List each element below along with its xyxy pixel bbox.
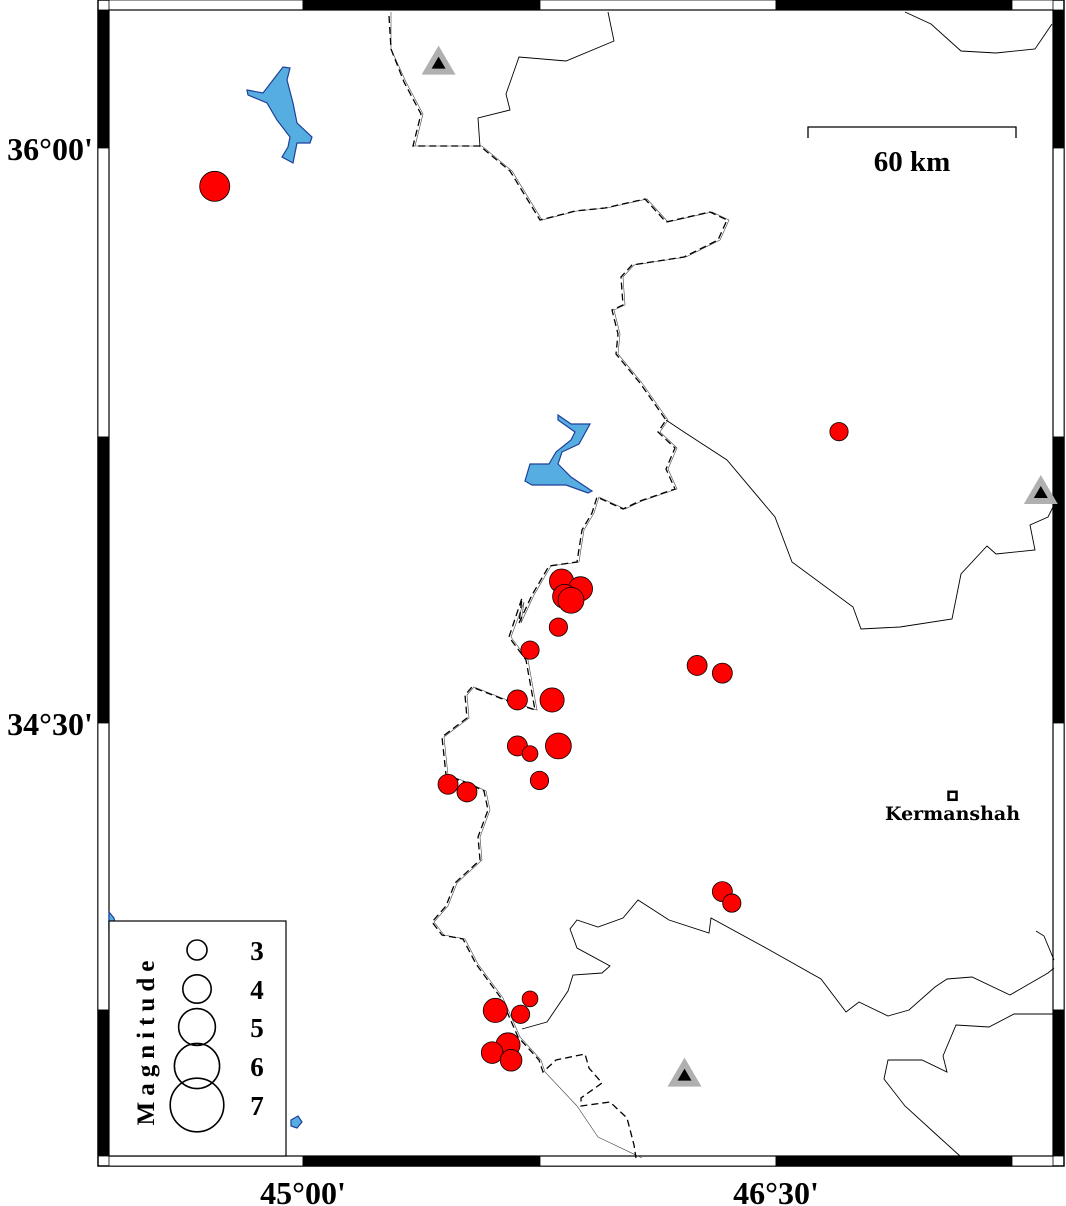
lat-label: 36°00' bbox=[7, 131, 93, 167]
boundaries bbox=[388, 11, 1055, 1159]
province-border bbox=[1035, 930, 1055, 961]
city-marker: Kermanshah bbox=[885, 790, 1020, 825]
frame-segment bbox=[1052, 436, 1065, 724]
legend-circle bbox=[173, 1042, 221, 1090]
lake bbox=[246, 66, 313, 164]
volcano-icon bbox=[667, 1057, 702, 1087]
earthquake-event bbox=[545, 732, 572, 760]
volcanoes bbox=[421, 45, 1058, 1087]
earthquake-event bbox=[529, 770, 550, 791]
international-border-dashed bbox=[388, 15, 728, 1159]
earthquake-event bbox=[199, 170, 231, 202]
volcano-icon bbox=[1023, 474, 1058, 504]
earthquake-events bbox=[199, 170, 849, 1072]
frame-segment bbox=[539, 1155, 777, 1167]
legend-circle bbox=[177, 1007, 217, 1047]
earthquake-event bbox=[722, 893, 742, 913]
earthquake-event bbox=[829, 422, 849, 442]
frame-segment bbox=[97, 147, 110, 438]
legend-label: 4 bbox=[250, 975, 264, 1005]
magnitude-legend: Magnitude 3 4 5 6 7 bbox=[108, 920, 287, 1157]
earthquake-event bbox=[557, 586, 585, 614]
earthquake-event bbox=[520, 640, 540, 660]
legend-label: 5 bbox=[250, 1013, 264, 1043]
frame-segment bbox=[97, 722, 110, 1011]
province-border bbox=[883, 1013, 1054, 1157]
scale-bar-label: 60 km bbox=[874, 146, 951, 178]
volcano-icon bbox=[421, 45, 456, 75]
frame-segment bbox=[775, 0, 1013, 11]
province-border bbox=[521, 899, 1055, 1030]
frame-segment bbox=[302, 0, 541, 11]
frame-segment bbox=[1052, 9, 1065, 149]
city-label: Kermanshah bbox=[885, 803, 1020, 825]
lake bbox=[290, 1115, 303, 1129]
earthquake-event bbox=[539, 687, 565, 713]
earthquake-event bbox=[521, 990, 539, 1008]
legend-label: 3 bbox=[250, 936, 264, 966]
lat-label: 34°30' bbox=[7, 706, 93, 742]
earthquake-event bbox=[686, 655, 708, 676]
earthquake-event bbox=[482, 997, 508, 1023]
legend-title: Magnitude bbox=[133, 955, 160, 1126]
frame-segment bbox=[108, 0, 304, 11]
frame-segment bbox=[539, 0, 777, 11]
scale-bar: 60 km bbox=[807, 126, 1017, 178]
legend-circle bbox=[169, 1077, 225, 1133]
lon-label: 45°00' bbox=[260, 1175, 346, 1206]
earthquake-event bbox=[510, 1004, 531, 1024]
earthquake-event bbox=[480, 1041, 504, 1064]
legend-circle bbox=[182, 973, 213, 1004]
province-border bbox=[904, 11, 1053, 54]
frame-segment bbox=[302, 1155, 541, 1167]
frame-segment bbox=[1052, 722, 1065, 1011]
frame-segment bbox=[97, 436, 110, 724]
frame-segment bbox=[1052, 1009, 1065, 1157]
legend-label: 7 bbox=[250, 1091, 264, 1121]
province-border bbox=[477, 11, 615, 148]
frame-segment bbox=[97, 9, 110, 149]
frame-segment bbox=[1011, 1155, 1054, 1167]
earthquake-event bbox=[711, 662, 733, 684]
frame-segment bbox=[108, 1155, 304, 1167]
frame-segment bbox=[775, 1155, 1013, 1167]
province-border bbox=[665, 419, 1055, 630]
frame-segment bbox=[1011, 0, 1054, 11]
legend-label: 6 bbox=[250, 1052, 264, 1082]
city-square-icon bbox=[947, 790, 958, 802]
earthquake-event bbox=[548, 617, 568, 637]
earthquake-event bbox=[456, 781, 478, 803]
earthquake-event bbox=[437, 773, 459, 795]
earthquake-event bbox=[499, 1049, 523, 1072]
lon-label: 46°30' bbox=[733, 1175, 819, 1206]
frame-segment bbox=[1052, 147, 1065, 438]
lake bbox=[524, 413, 594, 494]
frame-segment bbox=[97, 1009, 110, 1157]
earthquake-event bbox=[521, 745, 539, 762]
legend-circle bbox=[186, 939, 208, 961]
international-border-line bbox=[390, 12, 730, 1159]
earthquake-event bbox=[507, 689, 528, 711]
